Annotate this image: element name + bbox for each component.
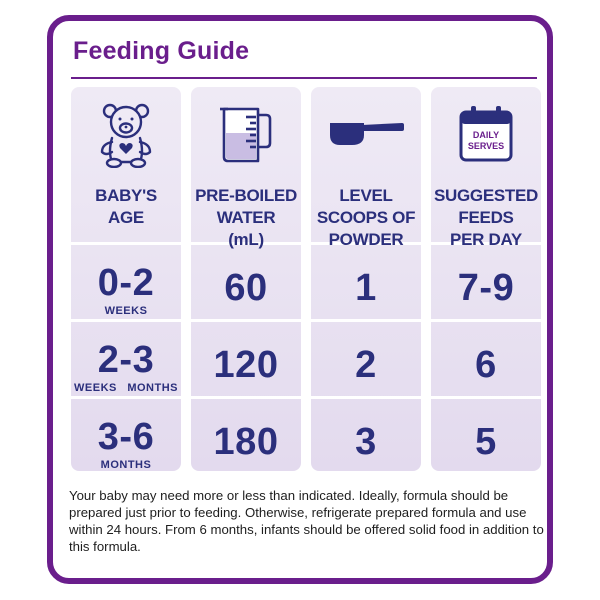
column-feeds: DAILY SERVES SUGGESTED FEEDS PER DAY 7-9… (431, 87, 541, 471)
age-unit: MONTHS (100, 459, 152, 471)
calendar-label: DAILY (473, 130, 499, 140)
water-value: 120 (213, 344, 279, 386)
title-divider (71, 77, 537, 79)
age-unit: WEEKS (104, 305, 148, 317)
header-scoops: LEVEL SCOOPS OF POWDER (316, 186, 416, 249)
column-babys-age: BABY'S AGE 0-2 WEEKS 2-3 WEEKS MONTHS 3-… (71, 87, 181, 471)
measuring-jug-icon (191, 95, 301, 175)
scoops-value: 2 (355, 344, 377, 386)
scoops-value: 1 (355, 267, 377, 309)
scoop-icon (311, 95, 421, 175)
header-water: PRE-BOILED WATER (mL) (195, 186, 297, 249)
feeds-value: 5 (475, 421, 497, 463)
feeding-guide-card: Feeding Guide BABY'S (47, 15, 553, 584)
scoops-value: 3 (355, 421, 377, 463)
feeds-value: 6 (475, 344, 497, 386)
age-unit: MONTHS (127, 382, 178, 394)
footnote: Your baby may need more or less than ind… (69, 488, 544, 554)
age-value: 3-6 (97, 416, 155, 458)
teddy-bear-icon (71, 95, 181, 175)
page-title: Feeding Guide (73, 37, 250, 65)
age-value: 0-2 (97, 262, 155, 304)
age-value: 2-3 (97, 339, 155, 381)
calendar-label: SERVES (468, 141, 504, 151)
column-scoops: LEVEL SCOOPS OF POWDER 1 2 3 (311, 87, 421, 471)
calendar-icon: DAILY SERVES (431, 95, 541, 175)
feeds-value: 7-9 (457, 267, 515, 309)
header-babys-age: BABY'S AGE (95, 186, 157, 227)
age-unit: WEEKS (74, 382, 117, 394)
water-value: 60 (224, 267, 268, 309)
header-feeds: SUGGESTED FEEDS PER DAY (433, 186, 539, 249)
water-value: 180 (213, 421, 279, 463)
column-water: PRE-BOILED WATER (mL) 60 120 180 (191, 87, 301, 471)
